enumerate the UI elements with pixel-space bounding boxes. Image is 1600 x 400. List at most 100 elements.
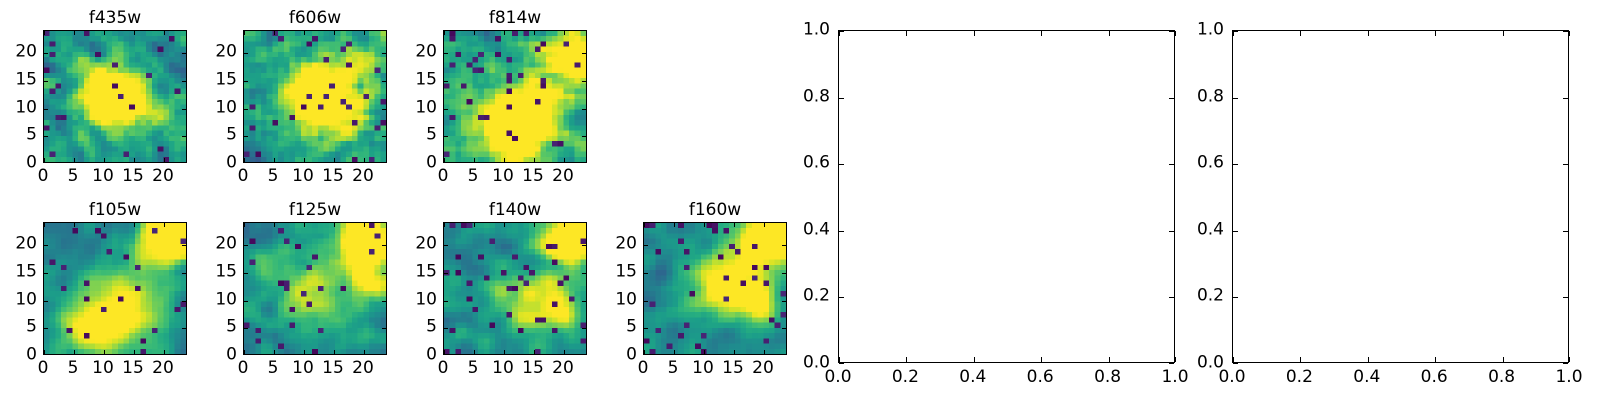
y-tick-mark	[782, 328, 786, 330]
y-tick-mark	[1169, 363, 1174, 364]
y-tick-mark	[244, 108, 248, 110]
y-tick-mark	[582, 108, 586, 110]
x-tick-label: 0.4	[1353, 367, 1381, 387]
x-tick-label: 5	[267, 358, 279, 378]
x-tick-mark	[164, 31, 165, 35]
y-tick-mark	[1233, 97, 1238, 99]
x-tick-mark	[364, 350, 365, 354]
x-tick-mark	[1175, 31, 1176, 36]
y-tick-mark	[644, 328, 648, 330]
x-tick-mark	[534, 223, 535, 227]
y-tick-label: 0.6	[802, 152, 830, 173]
x-tick-mark	[74, 158, 75, 162]
y-tick-mark	[244, 245, 248, 247]
y-tick-label: 10	[15, 97, 37, 118]
y-tick-label: 15	[215, 69, 237, 90]
x-tick-mark	[1300, 357, 1302, 362]
x-tick-mark	[244, 31, 245, 35]
y-tick-mark	[244, 53, 248, 55]
x-tick-mark	[906, 31, 908, 36]
x-tick-label: 15	[322, 358, 344, 378]
heatmap-axes-f606w	[243, 30, 387, 163]
y-tick-mark	[44, 300, 48, 302]
x-tick-mark	[244, 223, 245, 227]
y-tick-mark	[182, 80, 186, 82]
x-tick-label: 15	[522, 166, 544, 186]
y-tick-label: 0	[426, 152, 437, 173]
x-tick-label: 15	[122, 358, 144, 378]
y-tick-mark	[644, 272, 648, 274]
x-tick-label: 0.0	[1218, 367, 1246, 387]
x-tick-mark	[364, 223, 365, 227]
x-tick-label: 0	[637, 358, 649, 378]
x-tick-label: 20	[552, 166, 574, 186]
x-tick-mark	[74, 223, 75, 227]
y-tick-mark	[182, 272, 186, 274]
x-tick-mark	[334, 223, 335, 227]
y-tick-mark	[582, 53, 586, 55]
x-tick-label: 0.2	[1285, 367, 1313, 387]
x-tick-label: 10	[692, 358, 714, 378]
heatmap-image-f140w	[444, 223, 586, 354]
y-tick-mark	[644, 300, 648, 302]
y-tick-mark	[782, 245, 786, 247]
x-tick-mark	[444, 350, 445, 354]
x-tick-mark	[644, 350, 645, 354]
y-tick-mark	[839, 97, 844, 99]
y-tick-mark	[182, 53, 186, 55]
x-tick-label: 20	[152, 166, 174, 186]
blank-axes-1	[838, 30, 1176, 364]
x-tick-mark	[1041, 357, 1043, 362]
x-tick-mark	[304, 223, 305, 227]
y-tick-mark	[839, 230, 844, 232]
y-tick-label: 5	[26, 124, 37, 145]
y-tick-mark	[1169, 31, 1174, 32]
y-tick-label: 5	[426, 124, 437, 145]
x-tick-mark	[734, 223, 735, 227]
y-tick-mark	[1233, 31, 1238, 32]
y-tick-mark	[244, 272, 248, 274]
y-tick-label: 20	[415, 41, 437, 62]
y-tick-mark	[382, 136, 386, 138]
x-tick-mark	[304, 350, 305, 354]
x-tick-mark	[504, 31, 505, 35]
y-tick-mark	[44, 328, 48, 330]
heatmap-axes-f105w	[43, 222, 187, 355]
x-tick-label: 15	[522, 358, 544, 378]
y-tick-label: 0	[626, 344, 637, 365]
x-tick-mark	[704, 350, 705, 354]
x-tick-mark	[444, 158, 445, 162]
x-tick-mark	[334, 31, 335, 35]
x-tick-mark	[134, 350, 135, 354]
y-tick-mark	[444, 53, 448, 55]
y-tick-mark	[1233, 164, 1238, 166]
x-tick-mark	[1569, 31, 1570, 36]
x-tick-mark	[1233, 357, 1234, 362]
x-tick-label: 0	[37, 358, 49, 378]
y-tick-label: 0	[26, 344, 37, 365]
x-tick-label: 1.0	[1161, 367, 1189, 387]
y-tick-mark	[44, 136, 48, 138]
x-tick-label: 20	[352, 358, 374, 378]
x-tick-mark	[474, 223, 475, 227]
y-tick-label: 0	[26, 152, 37, 173]
heatmap-axes-f160w	[643, 222, 787, 355]
y-tick-mark	[182, 245, 186, 247]
x-tick-label: 5	[667, 358, 679, 378]
y-tick-mark	[782, 272, 786, 274]
y-tick-label: 5	[226, 316, 237, 337]
x-tick-mark	[704, 223, 705, 227]
y-tick-label: 0	[426, 344, 437, 365]
y-tick-mark	[182, 136, 186, 138]
y-tick-label: 20	[15, 41, 37, 62]
x-tick-label: 15	[322, 166, 344, 186]
x-tick-mark	[74, 31, 75, 35]
y-tick-label: 15	[415, 261, 437, 282]
panel-title-f105w: f105w	[88, 200, 142, 220]
panel-title-f125w: f125w	[288, 200, 342, 220]
y-tick-label: 0.0	[802, 352, 830, 373]
x-tick-mark	[334, 350, 335, 354]
x-tick-mark	[1108, 357, 1110, 362]
x-tick-label: 0.4	[959, 367, 987, 387]
y-tick-mark	[382, 80, 386, 82]
